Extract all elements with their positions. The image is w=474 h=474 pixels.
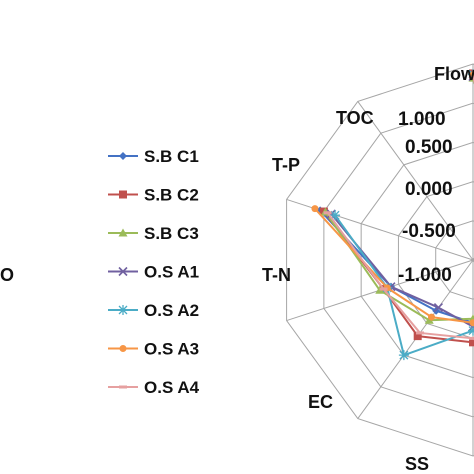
data-point [468, 325, 474, 336]
legend-marker [119, 190, 127, 199]
axis-labels: Flow SS EC T-N T-P TOC O [0, 64, 474, 474]
data-point [469, 319, 474, 327]
legend-marker [118, 305, 128, 315]
series-o-s-a3 [311, 71, 474, 327]
radial-tick-label: 0.000 [405, 179, 453, 200]
data-point [469, 336, 474, 340]
radial-tick-label: -0.500 [402, 221, 456, 242]
axis-label-axis7: T-P [272, 155, 300, 175]
legend-label: O.S A4 [144, 378, 200, 397]
axis-label-axis5: EC [308, 392, 333, 412]
data-point [311, 205, 319, 213]
series-line [314, 74, 474, 325]
data-point [428, 313, 436, 321]
radar-spokes [286, 64, 474, 456]
legend-item: S.B C1 [108, 147, 199, 166]
legend-label: O.S A1 [144, 263, 199, 282]
radial-tick-label: 0.500 [405, 137, 453, 158]
data-point [433, 303, 444, 313]
radar-series [311, 69, 474, 361]
legend-marker [119, 152, 127, 160]
axis-label-axis4: SS [405, 454, 429, 474]
legend-item: O.S A1 [108, 263, 199, 282]
legend-label: O.S A3 [144, 340, 199, 359]
legend-item: O.S A3 [108, 340, 199, 359]
series-line [330, 76, 474, 329]
data-point [413, 332, 422, 341]
legend-label: O.S A2 [144, 301, 199, 320]
data-point [469, 338, 474, 347]
data-point [398, 350, 409, 361]
legend-item: S.B C3 [108, 224, 199, 243]
legend-label: S.B C2 [144, 186, 199, 205]
axis-label-axis6: T-N [262, 265, 291, 285]
axis-label-axis0: Flow [434, 64, 474, 84]
legend-marker [118, 266, 128, 277]
legend-marker [119, 385, 127, 389]
grid-ring [360, 141, 474, 379]
legend-label: S.B C3 [144, 224, 199, 243]
legend-item: S.B C2 [108, 186, 199, 205]
radial-tick-label: 1.000 [398, 109, 446, 130]
series-o-s-a4 [323, 75, 474, 341]
legend-marker [118, 228, 128, 237]
axis-label-axis8: TOC [336, 108, 374, 128]
data-point [416, 331, 425, 335]
legend-item: O.S A2 [108, 301, 199, 320]
legend-marker [119, 345, 127, 352]
data-point [323, 211, 332, 215]
data-point [469, 75, 474, 79]
legend-label: S.B C1 [144, 147, 199, 166]
radial-tick-label: -1.000 [398, 265, 452, 286]
legend-item: O.S A4 [108, 378, 200, 397]
data-point [379, 287, 388, 291]
spoke-line [357, 101, 474, 261]
legend: S.B C1 S.B C2 S.B C3 O.S A1 O.S A2 O.S A3 O.S … [108, 147, 200, 397]
axis-label-axis9: O [0, 265, 14, 285]
series-line [334, 73, 474, 357]
radial-tick-labels: 1.000 0.500 0.000 -0.500 -1.000 [398, 109, 456, 286]
series-line [326, 77, 474, 341]
data-point [330, 210, 341, 221]
data-point [424, 315, 434, 324]
